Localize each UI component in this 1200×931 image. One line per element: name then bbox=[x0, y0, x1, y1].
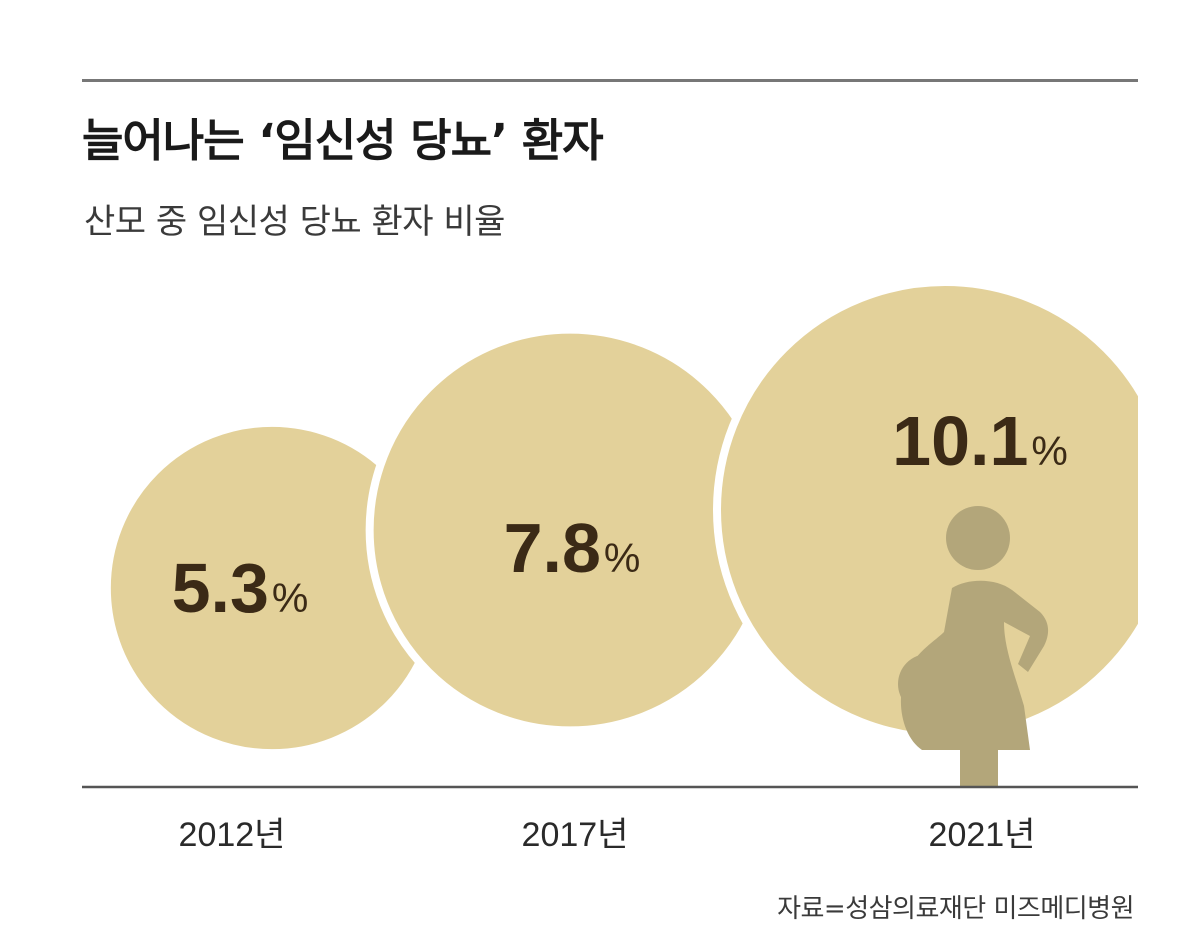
value-label-1: 7.8% bbox=[504, 509, 641, 587]
value-label-2: 10.1% bbox=[892, 402, 1068, 480]
x-tick-label-1: 2017년 bbox=[522, 816, 629, 854]
value-label-0: 5.3% bbox=[172, 549, 309, 627]
source-note: 자료=성삼의료재단 미즈메디병원 bbox=[777, 894, 1134, 924]
x-tick-label-2: 2021년 bbox=[929, 816, 1036, 854]
x-tick-label-0: 2012년 bbox=[179, 816, 286, 854]
x-axis-labels-group: 2012년 2017년 2021년 bbox=[179, 816, 1036, 854]
chart-subtitle: 산모 중 임신성 당뇨 환자 비율 bbox=[84, 202, 505, 242]
chart-title: 늘어나는 ‘임신성 당뇨’ 환자 bbox=[82, 114, 604, 167]
value-labels-group: 5.3% 7.8% 10.1% bbox=[172, 402, 1068, 627]
pregnant-woman-icon bbox=[898, 506, 1049, 787]
bubbles-group bbox=[102, 278, 1138, 787]
top-rule bbox=[82, 79, 1138, 82]
